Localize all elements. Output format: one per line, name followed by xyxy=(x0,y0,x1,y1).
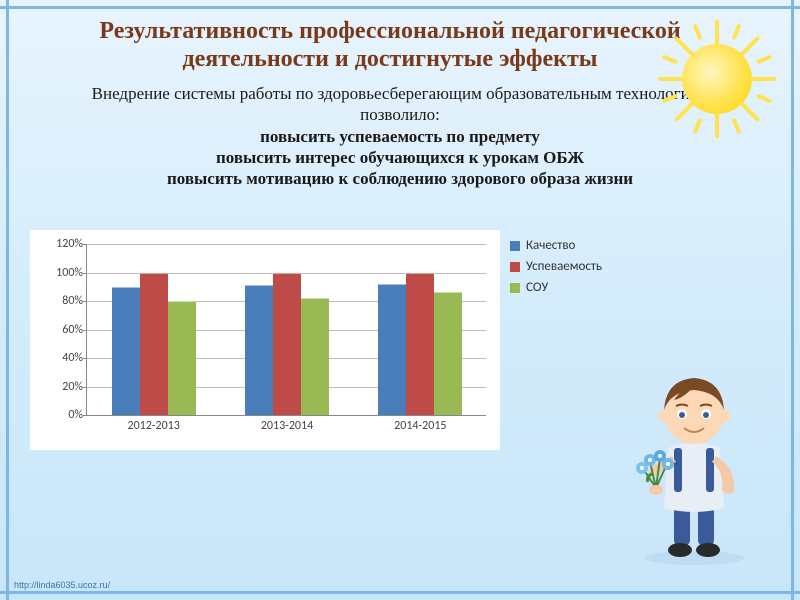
legend-label: СОУ xyxy=(526,280,548,295)
bar-СОУ xyxy=(434,292,462,415)
legend-item: СОУ xyxy=(510,280,602,295)
y-axis-label: 20% xyxy=(62,380,87,394)
legend-swatch xyxy=(510,283,520,293)
bar-Успеваемость xyxy=(273,273,301,416)
x-axis-label: 2014-2015 xyxy=(394,415,446,433)
legend-item: Качество xyxy=(510,238,602,253)
bar-СОУ xyxy=(168,301,196,415)
chart-legend: Качество Успеваемость СОУ xyxy=(510,238,602,301)
sun-decoration xyxy=(662,24,772,134)
bar-chart: 0% 20% 40% 60% 80% 100% 120% 2012-2013 2013-2014… xyxy=(30,230,500,450)
chart-plot-area: 0%20%40%60%80%100%120%2012-20132013-2014… xyxy=(86,244,486,416)
bar-СОУ xyxy=(301,298,329,415)
y-axis-label: 120% xyxy=(56,237,87,251)
bar-Успеваемость xyxy=(406,273,434,416)
bar-Качество xyxy=(245,285,273,415)
footer-url: http://linda6035.ucoz.ru/ xyxy=(14,580,110,590)
y-axis-label: 40% xyxy=(62,351,87,365)
x-axis-label: 2012-2013 xyxy=(127,415,179,433)
bar-Качество xyxy=(378,284,406,415)
boy-illustration xyxy=(624,356,764,566)
bar-Качество xyxy=(112,287,140,415)
legend-swatch xyxy=(510,262,520,272)
legend-label: Успеваемость xyxy=(526,259,602,274)
y-axis-label: 100% xyxy=(56,266,87,280)
bar-Успеваемость xyxy=(140,273,168,416)
x-axis-label: 2013-2014 xyxy=(261,415,313,433)
y-axis-label: 0% xyxy=(68,408,87,422)
gridline xyxy=(87,244,486,245)
y-axis-label: 60% xyxy=(62,323,87,337)
y-axis-label: 80% xyxy=(62,294,87,308)
legend-item: Успеваемость xyxy=(510,259,602,274)
legend-label: Качество xyxy=(526,238,575,253)
legend-swatch xyxy=(510,241,520,251)
